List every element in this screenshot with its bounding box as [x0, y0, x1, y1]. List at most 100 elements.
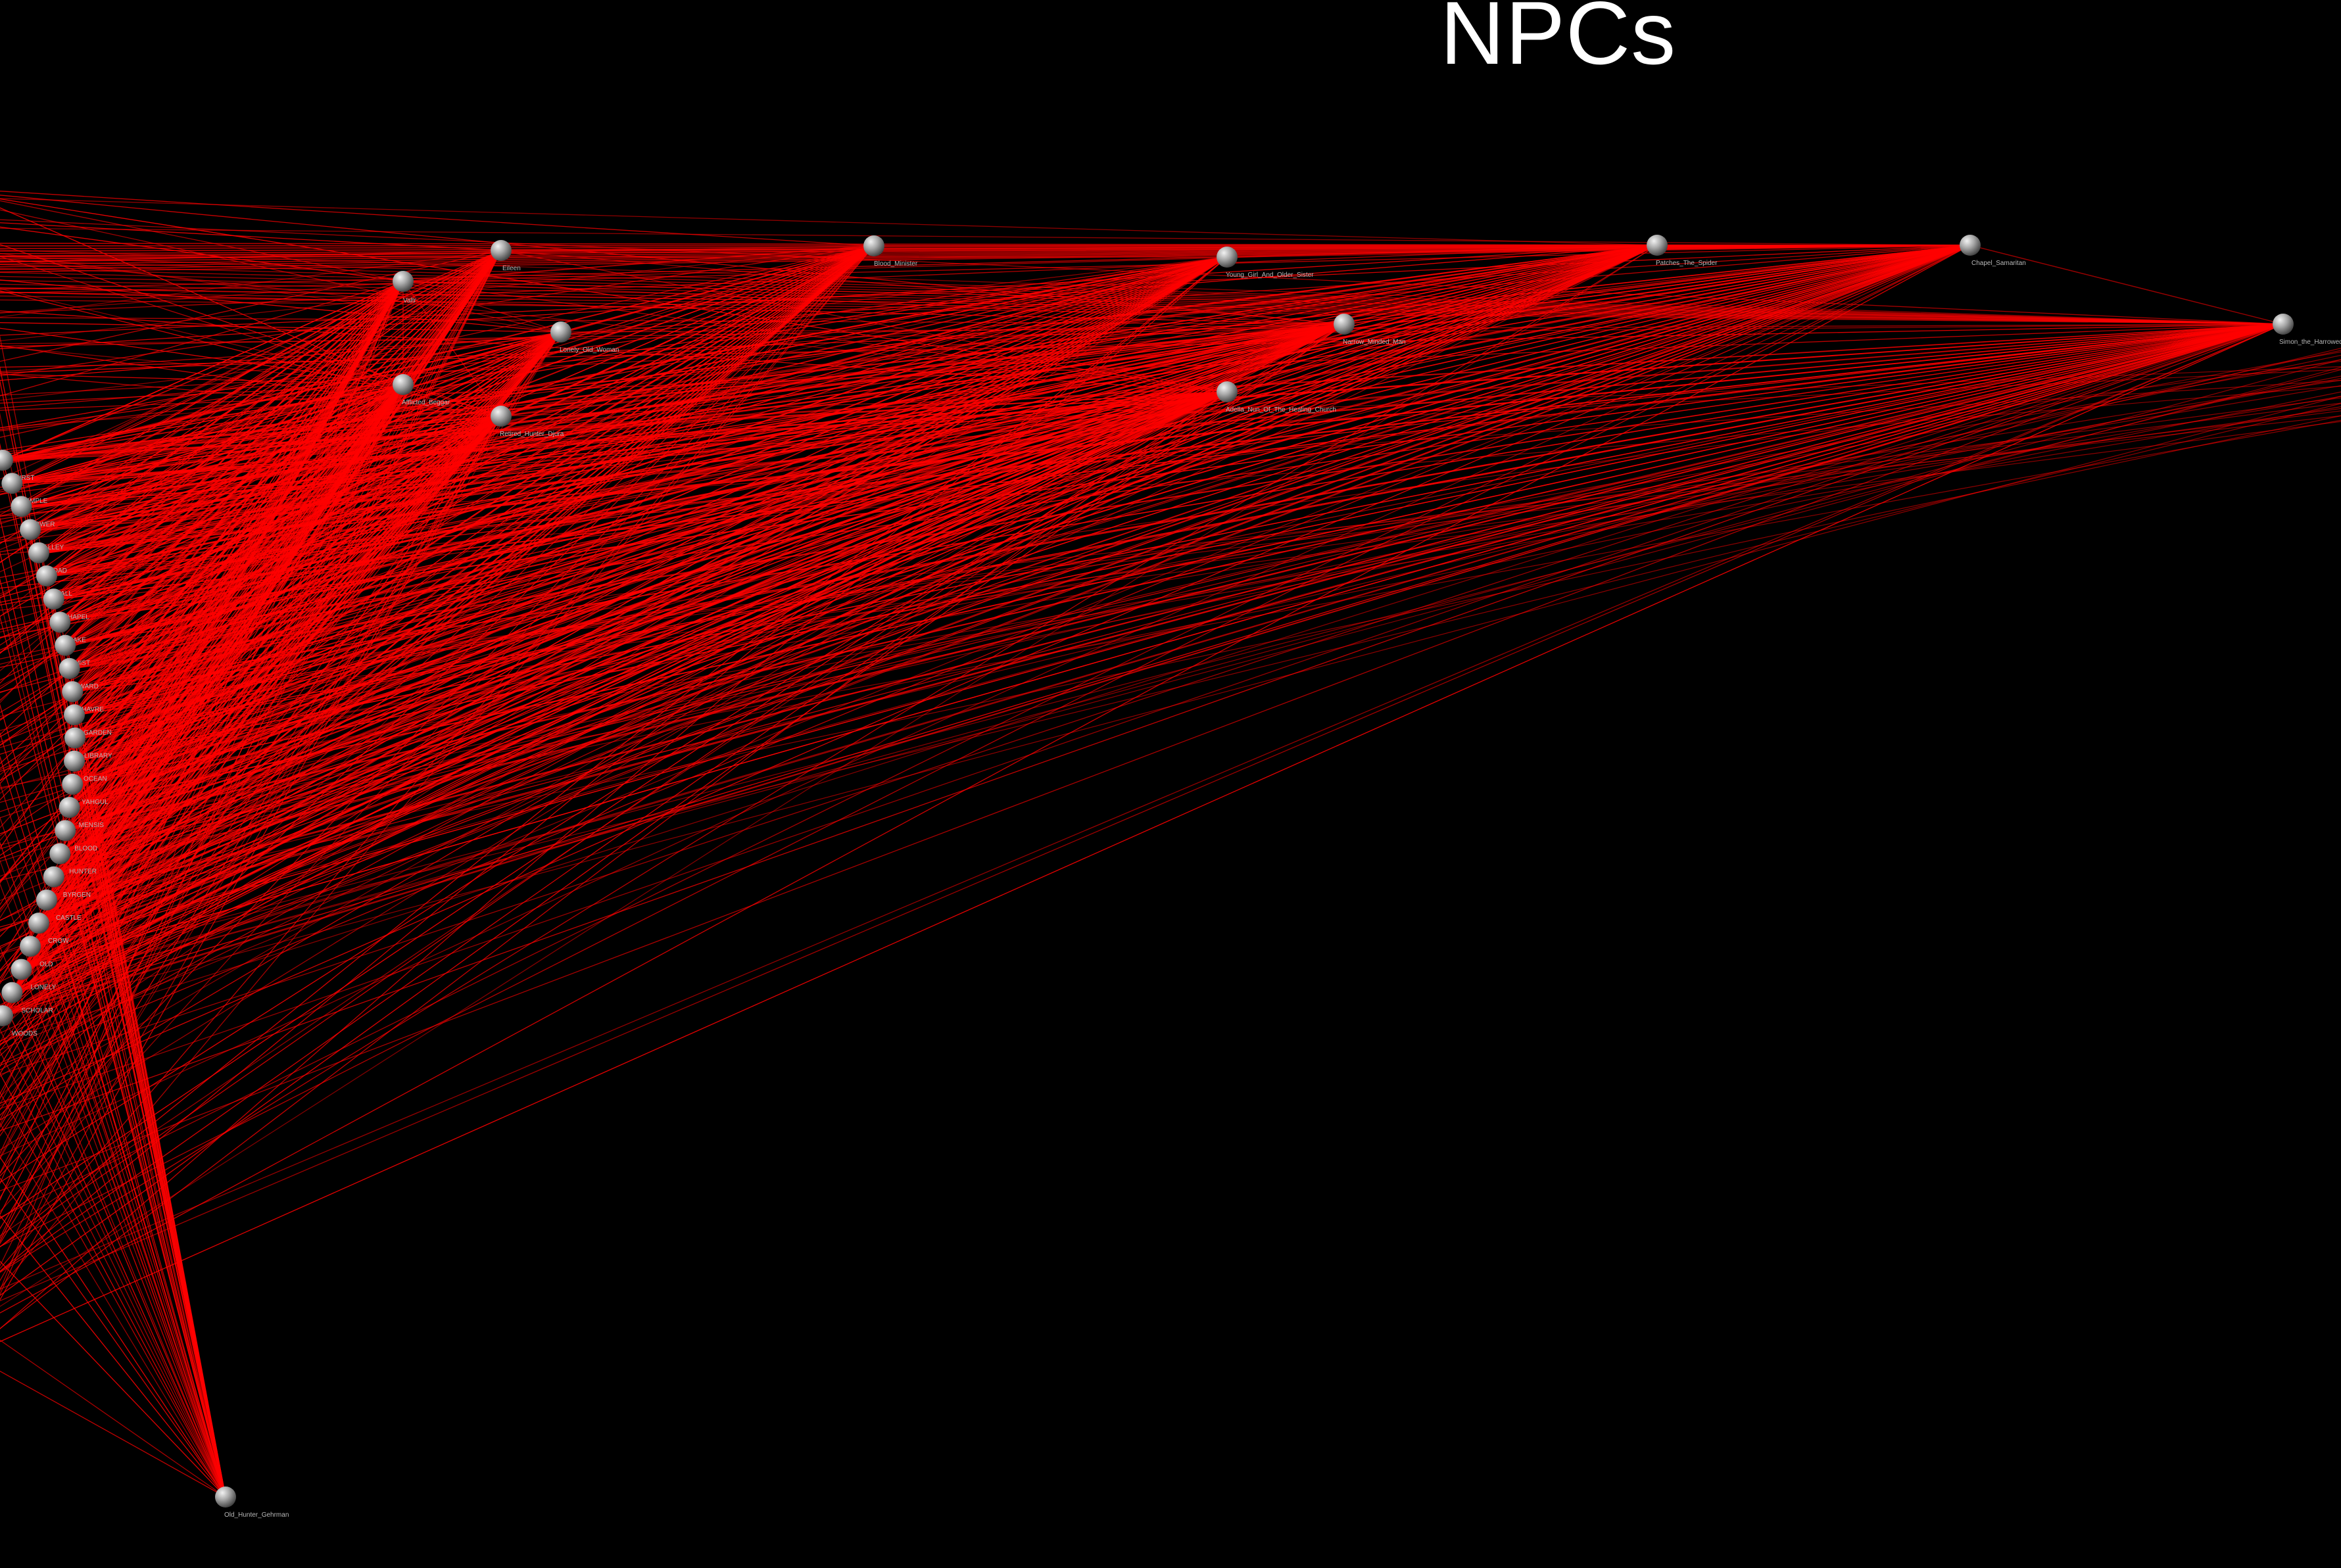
edge: [0, 245, 1971, 273]
edge: [53, 391, 1228, 598]
edge: [69, 391, 1228, 809]
edge: [0, 335, 226, 1498]
edge: [68, 245, 1971, 807]
edge: [12, 991, 226, 1498]
node-label: TOWER: [30, 521, 55, 528]
edge: [0, 256, 1228, 624]
edge: [0, 782, 226, 1498]
edge: [0, 331, 562, 595]
edge: [0, 323, 2284, 368]
edge: [75, 391, 1228, 764]
edge: [52, 384, 404, 599]
page-title: NPCs: [1440, 0, 1677, 83]
edge: [0, 256, 502, 417]
edge: [0, 416, 502, 1282]
edge: [0, 391, 1228, 488]
edge: [2, 366, 2341, 461]
edge: [74, 421, 2341, 715]
edge: [0, 391, 1228, 947]
edge: [0, 327, 404, 385]
node-label: VALLEY: [39, 544, 64, 552]
edge: [2, 245, 875, 462]
edge: [0, 373, 502, 417]
edge: [46, 348, 2341, 901]
edge: [0, 258, 1228, 392]
node-label: Chapel_Samaritan: [1971, 260, 2026, 267]
edge: [0, 384, 404, 431]
edge: [0, 416, 502, 453]
node-label: SCHOLAR: [21, 1007, 53, 1014]
edge: [0, 323, 2284, 1076]
edge: [20, 416, 502, 506]
edge: [500, 245, 1971, 417]
edge: [72, 391, 1228, 784]
edge: [60, 245, 1658, 855]
node-sphere: [64, 727, 85, 749]
location-node-loc-19: BYRGEN: [43, 866, 91, 899]
npc-node-young-girl: Young_Girl_And_Older_Sister: [1217, 247, 1314, 279]
edge: [0, 323, 1345, 458]
node-label: TEMPLE: [21, 498, 47, 505]
edge: [55, 245, 1971, 876]
edge: [0, 279, 2284, 325]
edge: [0, 323, 2284, 845]
location-node-loc-09: MIST: [55, 634, 90, 667]
edge: [0, 245, 1658, 381]
node-label: CROW: [48, 938, 69, 945]
edge: [69, 245, 1658, 808]
node-sphere: [36, 565, 57, 587]
edge: [76, 391, 1228, 716]
edge: [20, 391, 1228, 968]
node-label: HALL: [56, 590, 72, 598]
edge: [0, 379, 226, 1498]
npc-node-patches: Patches_The_Spider: [1647, 235, 1718, 267]
edge: [65, 354, 2341, 831]
edge: [0, 391, 1228, 748]
edge: [66, 331, 562, 830]
edge: [74, 391, 1228, 738]
location-node-loc-18: HUNTER: [49, 843, 97, 876]
npc-node-simon: Simon_the_Harrowed: [2273, 314, 2341, 346]
node-sphere: [49, 611, 71, 633]
edge: [76, 384, 404, 740]
node-sphere: [1217, 381, 1238, 402]
node-label: Eileen: [502, 265, 521, 272]
edge: [71, 391, 1228, 690]
node-label: YAHGUL: [82, 799, 109, 806]
edge: [76, 323, 2284, 738]
edge: [0, 1339, 226, 1498]
node-label: CHAPEL: [63, 613, 89, 621]
edge: [31, 416, 502, 948]
edge: [0, 288, 404, 385]
edge: [74, 323, 2284, 717]
edge: [45, 391, 1228, 578]
edge: [73, 323, 2284, 784]
node-label: Narrow_Minded_Man: [1343, 339, 1406, 346]
node-sphere: [28, 913, 49, 934]
edge: [0, 249, 2284, 325]
edge: [69, 377, 2341, 808]
edge: [13, 416, 502, 483]
edge: [0, 991, 226, 1498]
edge: [0, 331, 562, 1245]
edge: [0, 331, 562, 462]
node-sphere: [1647, 235, 1668, 256]
node-sphere: [11, 959, 32, 980]
edge: [48, 323, 1345, 575]
edge: [21, 968, 226, 1498]
edge: [0, 317, 1345, 325]
edge: [3, 323, 2284, 460]
edge: [66, 416, 502, 832]
edge: [0, 323, 1345, 347]
node-sphere: [55, 820, 76, 842]
edge: [28, 384, 404, 529]
edge: [74, 379, 2341, 739]
edge: [0, 1028, 226, 1498]
edge: [500, 245, 1658, 417]
edge: [0, 384, 404, 404]
edge: [402, 281, 562, 333]
location-node-loc-02: TEMPLE: [1, 473, 48, 505]
node-label: Afflicted_Beggar: [402, 399, 450, 406]
edge: [0, 245, 875, 1009]
